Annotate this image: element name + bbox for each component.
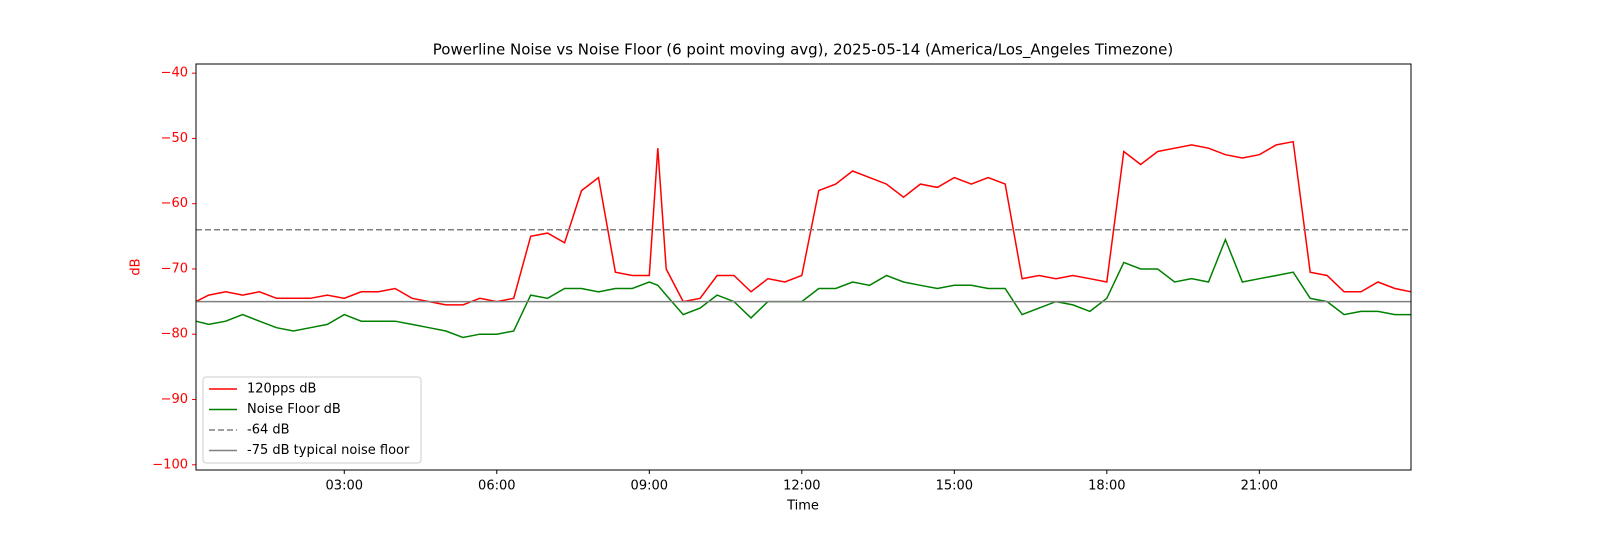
series-line bbox=[195, 140, 1412, 306]
series-line bbox=[195, 237, 1411, 339]
legend-label: 120pps dB bbox=[247, 382, 316, 397]
y-tick-label: −80 bbox=[161, 327, 188, 342]
x-tick-label: 03:00 bbox=[326, 479, 363, 494]
x-tick-label: 09:00 bbox=[631, 479, 668, 494]
x-tick-label: 12:00 bbox=[783, 479, 820, 494]
legend-box bbox=[202, 376, 422, 464]
x-tick-label: 21:00 bbox=[1241, 479, 1278, 494]
y-tick-label: −90 bbox=[161, 392, 188, 407]
y-axis-label: dB bbox=[129, 258, 144, 275]
legend-label: -64 dB bbox=[247, 423, 290, 438]
y-tick-label: −100 bbox=[152, 457, 188, 472]
legend: 120pps dB Noise Floor dB -64 dB -75 dB typi… bbox=[202, 376, 422, 464]
plot-frame bbox=[195, 63, 1412, 471]
legend-label: Noise Floor dB bbox=[247, 402, 341, 417]
x-axis-label: Time bbox=[786, 499, 819, 514]
y-tick-label: −50 bbox=[161, 131, 188, 146]
y-tick-label: −60 bbox=[161, 196, 188, 211]
x-tick-label: 06:00 bbox=[478, 479, 515, 494]
legend-label: -75 dB typical noise floor bbox=[247, 443, 410, 458]
y-tick-label: −70 bbox=[161, 261, 188, 276]
y-tick-label: −40 bbox=[161, 66, 188, 81]
x-tick-label: 18:00 bbox=[1088, 479, 1125, 494]
x-tick-label: 15:00 bbox=[936, 479, 973, 494]
chart-title: Powerline Noise vs Noise Floor (6 point … bbox=[433, 41, 1173, 60]
